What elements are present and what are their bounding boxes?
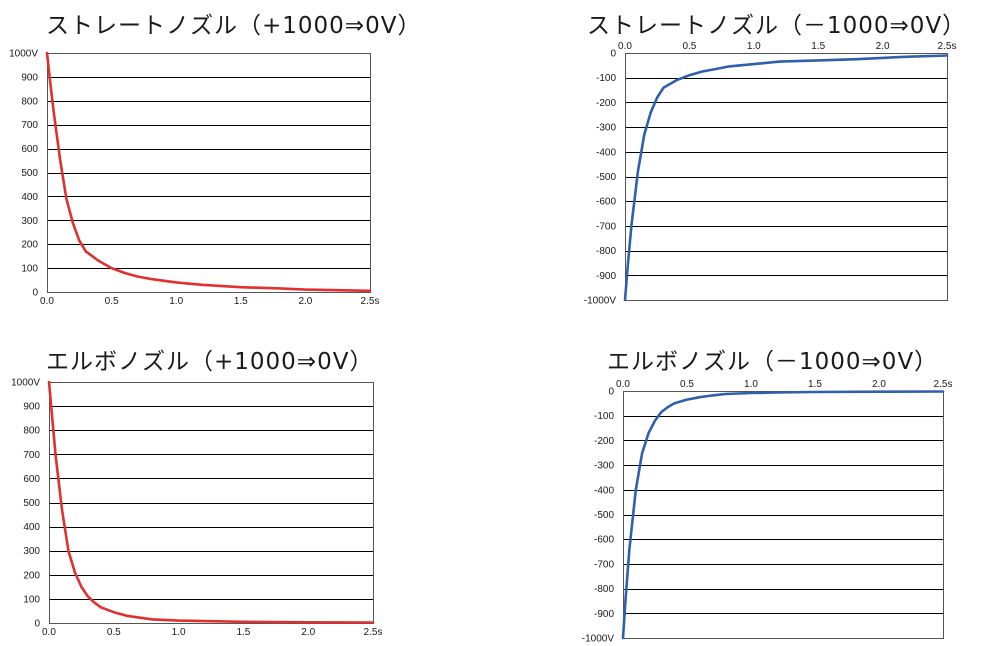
y-tick-label: 700 <box>21 120 38 131</box>
y-tick-label: 200 <box>23 570 40 581</box>
x-tick-label: 0.5 <box>682 41 696 52</box>
y-tick-label: 0 <box>608 387 614 398</box>
y-tick-label: 600 <box>21 144 38 155</box>
y-tick-label: 700 <box>23 450 40 461</box>
x-tick-label: 1.0 <box>172 627 186 638</box>
y-tick-label: -200 <box>596 98 616 109</box>
y-tick-label: -1000V <box>582 634 615 645</box>
y-tick-label: -700 <box>594 559 614 570</box>
x-tick-label: 0.0 <box>42 627 56 638</box>
x-tick-label: 2.5s <box>934 379 953 390</box>
y-tick-label: -800 <box>596 246 616 257</box>
y-tick-label: -600 <box>594 535 614 546</box>
y-tick-label: 0 <box>32 288 38 299</box>
chart-title-2: ストレートノズル（－1000⇒0V） <box>587 13 967 39</box>
y-tick-label: -500 <box>596 172 616 183</box>
y-tick-label: 400 <box>21 192 38 203</box>
chart-title-4: エルボノズル（－1000⇒0V） <box>607 349 939 375</box>
x-tick-label: 0.0 <box>618 41 632 52</box>
y-tick-label: 200 <box>21 240 38 251</box>
y-tick-label: 900 <box>21 72 38 83</box>
y-tick-label: 900 <box>23 402 40 413</box>
x-tick-label: 0.5 <box>107 627 121 638</box>
y-tick-label: -200 <box>594 436 614 447</box>
x-tick-label: 2.0 <box>301 627 315 638</box>
y-tick-label: 1000V <box>11 378 40 389</box>
x-tick-label: 2.5s <box>361 296 380 307</box>
y-tick-label: -900 <box>594 609 614 620</box>
y-tick-label: -600 <box>596 197 616 208</box>
y-tick-label: -100 <box>594 411 614 422</box>
y-tick-label: 0 <box>610 49 616 60</box>
y-tick-label: 600 <box>23 474 40 485</box>
series-line <box>623 54 949 302</box>
y-tick-label: 0 <box>34 619 40 630</box>
y-tick-label: -800 <box>594 584 614 595</box>
series-line <box>45 51 372 293</box>
y-tick-label: 1000V <box>9 49 38 60</box>
y-tick-label: -1000V <box>584 296 617 307</box>
x-tick-label: 2.0 <box>298 296 312 307</box>
y-tick-label: 800 <box>23 426 40 437</box>
y-tick-label: 100 <box>21 264 38 275</box>
x-tick-label: 1.5 <box>811 41 825 52</box>
y-tick-label: 500 <box>21 168 38 179</box>
x-tick-label: 0.5 <box>105 296 119 307</box>
y-tick-label: 300 <box>21 216 38 227</box>
x-tick-label: 0.0 <box>40 296 54 307</box>
x-tick-label: 1.5 <box>234 296 248 307</box>
y-tick-label: 500 <box>23 498 40 509</box>
x-tick-label: 2.5s <box>938 41 957 52</box>
y-tick-label: 400 <box>23 522 40 533</box>
plot-frame <box>49 382 374 624</box>
y-tick-label: -300 <box>594 461 614 472</box>
y-tick-label: -100 <box>596 73 616 84</box>
y-tick-label: -300 <box>596 123 616 134</box>
x-tick-label: 1.0 <box>169 296 183 307</box>
series-line <box>621 390 945 640</box>
series-line <box>47 380 375 624</box>
x-tick-label: 1.0 <box>747 41 761 52</box>
plot-frame <box>625 53 948 301</box>
x-tick-label: 1.5 <box>808 379 822 390</box>
y-tick-label: 800 <box>21 96 38 107</box>
x-tick-label: 2.0 <box>876 41 890 52</box>
y-tick-label: 300 <box>23 546 40 557</box>
x-tick-label: 2.5s <box>364 627 383 638</box>
y-tick-label: -500 <box>594 510 614 521</box>
y-tick-label: -400 <box>594 485 614 496</box>
y-tick-label: -900 <box>596 271 616 282</box>
chart-title-3: エルボノズル（+1000⇒0V） <box>46 349 374 375</box>
y-tick-label: -700 <box>596 221 616 232</box>
x-tick-label: 1.0 <box>744 379 758 390</box>
y-tick-label: -400 <box>596 147 616 158</box>
x-tick-label: 1.5 <box>236 627 250 638</box>
plot-frame <box>47 53 371 293</box>
x-tick-label: 0.5 <box>680 379 694 390</box>
y-tick-label: 100 <box>23 594 40 605</box>
x-tick-label: 2.0 <box>872 379 886 390</box>
x-tick-label: 0.0 <box>616 379 630 390</box>
chart-title-1: ストレートノズル（+1000⇒0V） <box>46 13 422 39</box>
